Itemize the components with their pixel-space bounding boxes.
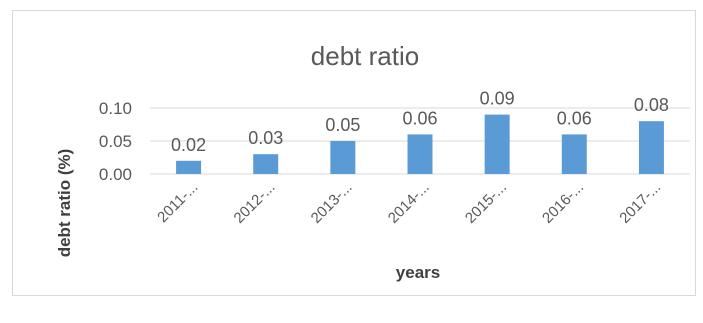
x-tick-label: 2016-...	[539, 179, 587, 227]
bar	[330, 141, 356, 174]
bar	[176, 160, 202, 174]
x-tick-label: 2011-...	[154, 179, 201, 226]
chart-title: debt ratio	[311, 41, 419, 71]
data-label: 0.08	[634, 95, 669, 115]
data-label: 0.06	[557, 108, 592, 128]
x-axis-title: years	[396, 263, 440, 282]
data-label: 0.05	[325, 115, 360, 135]
data-label: 0.03	[248, 128, 283, 148]
bar	[638, 121, 664, 174]
bar	[253, 154, 279, 174]
data-label: 0.09	[480, 89, 515, 109]
y-tick-labels: 0.00 0.05 0.10	[99, 99, 132, 184]
y-tick-label: 0.10	[99, 99, 132, 118]
x-tick-label: 2014-...	[385, 179, 433, 227]
x-tick-label: 2012-...	[231, 179, 279, 227]
x-tick-label: 2013-...	[308, 179, 356, 227]
x-tick-label: 2015-...	[462, 179, 510, 227]
data-labels: 0.02 0.03 0.05 0.06 0.09 0.06 0.08	[171, 89, 669, 155]
data-label: 0.02	[171, 135, 206, 155]
y-tick-label: 0.05	[99, 132, 132, 151]
y-tick-label: 0.00	[99, 165, 132, 184]
bars	[176, 114, 664, 174]
x-tick-labels: 2011-... 2012-... 2013-... 2014-... 2015-...…	[154, 179, 664, 227]
bar	[484, 114, 510, 174]
y-axis-title: debt ratio (%)	[55, 149, 74, 258]
x-tick-label: 2017-...	[616, 179, 664, 227]
data-label: 0.06	[402, 108, 437, 128]
bar	[407, 134, 433, 174]
bar	[561, 134, 587, 174]
